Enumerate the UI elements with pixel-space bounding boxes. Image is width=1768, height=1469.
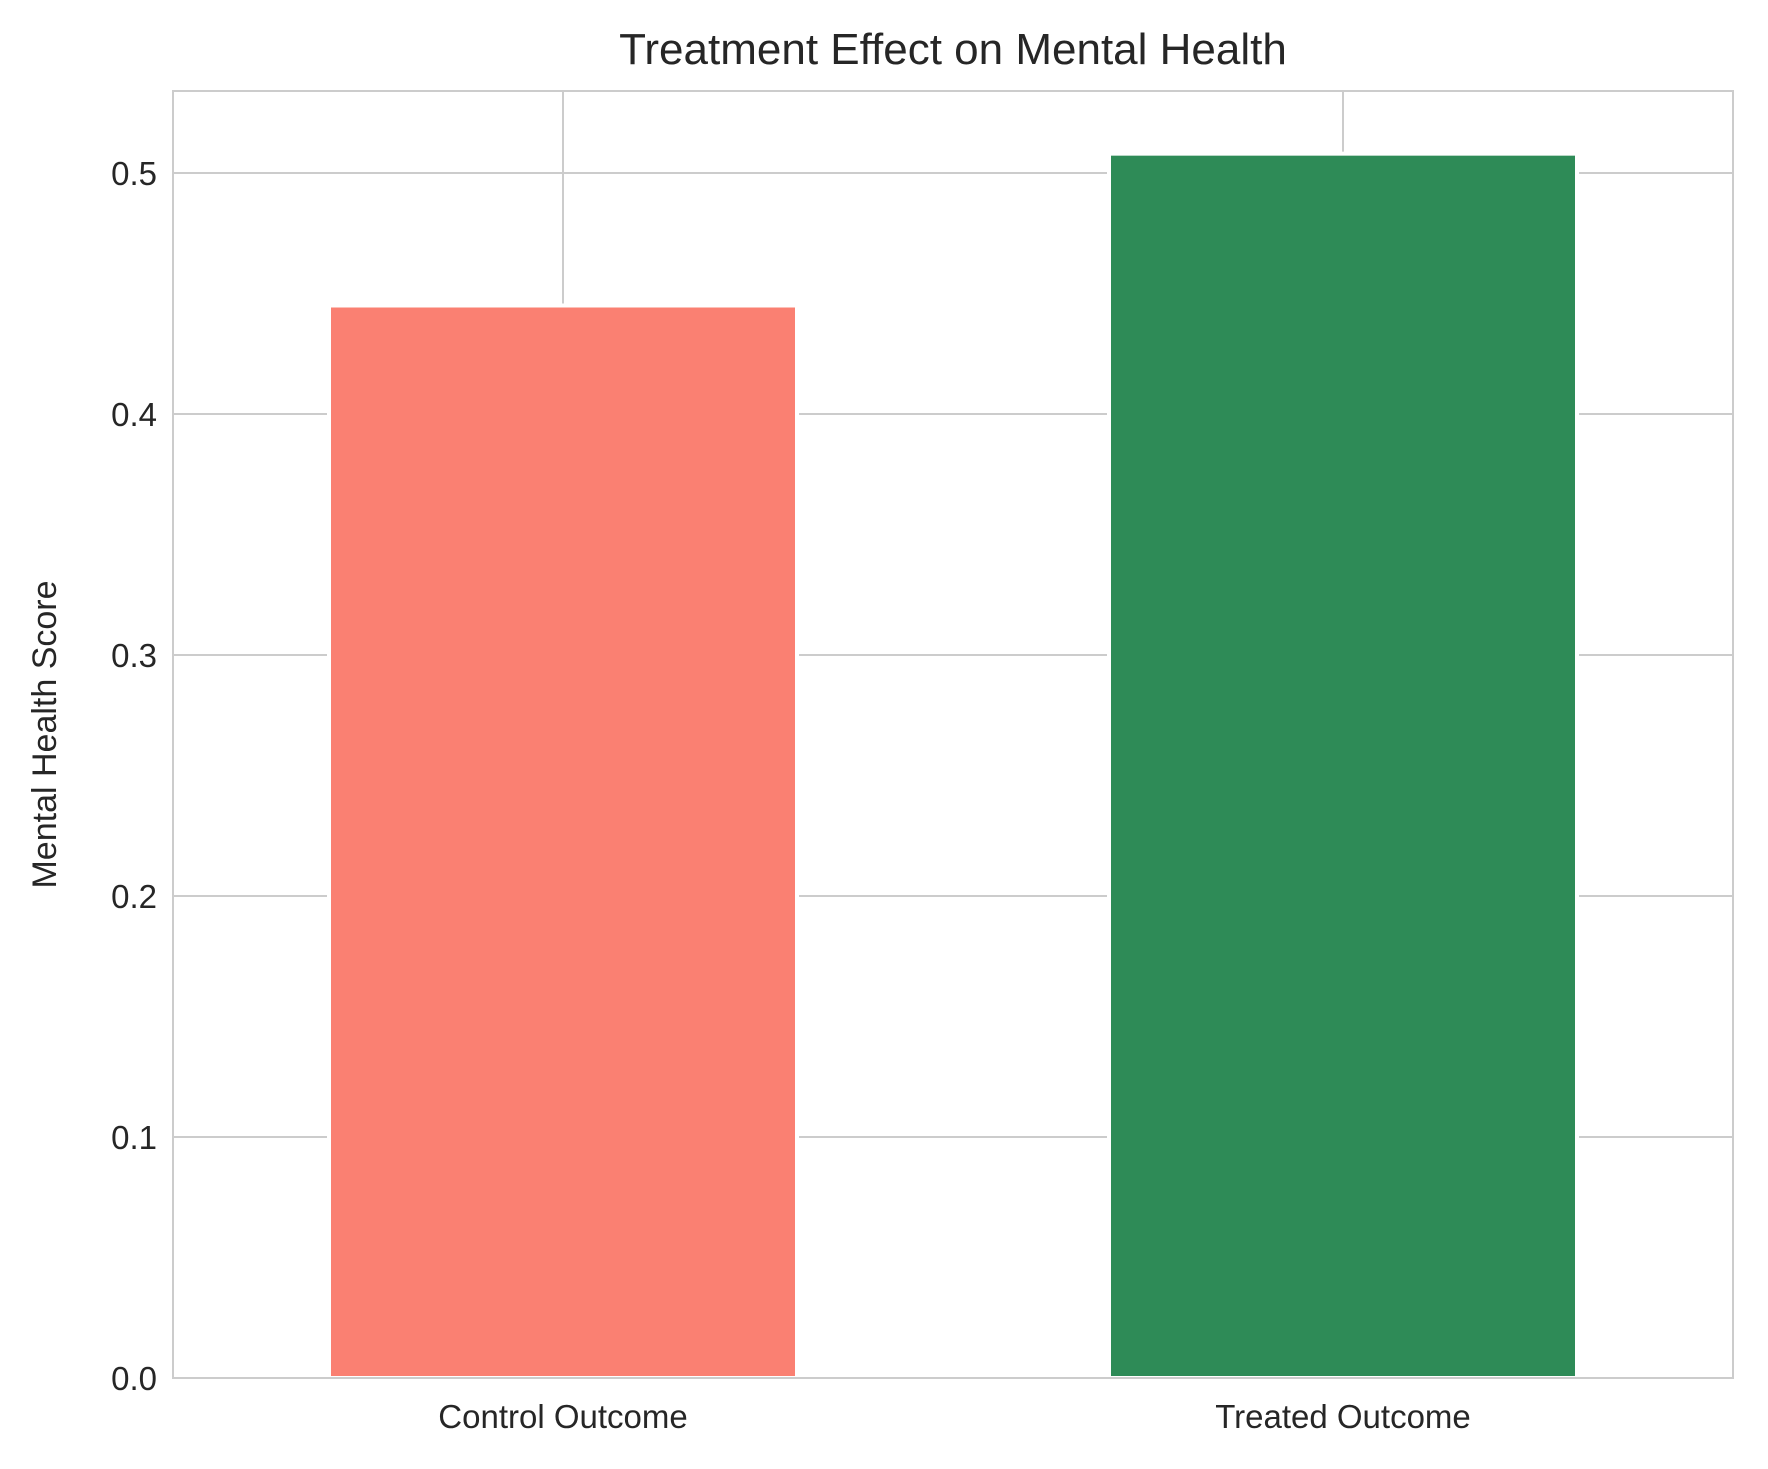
y-tick-label: 0.1 xyxy=(111,1119,157,1156)
x-tick-labels: Control Outcome Treated Outcome xyxy=(438,1398,1471,1435)
y-tick-labels: 0.0 0.1 0.2 0.3 0.4 0.5 xyxy=(111,155,157,1397)
bar-control-outcome xyxy=(327,303,799,1380)
y-tick-label: 0.3 xyxy=(111,637,157,674)
x-tick-label: Control Outcome xyxy=(438,1398,687,1435)
y-tick-label: 0.2 xyxy=(111,878,157,915)
y-axis-label: Mental Health Score xyxy=(26,580,64,888)
chart-title: Treatment Effect on Mental Health xyxy=(619,25,1287,74)
x-tick-label: Treated Outcome xyxy=(1215,1398,1471,1435)
plot-frame xyxy=(172,90,1734,1379)
y-tick-label: 0.5 xyxy=(111,155,157,192)
bar-treated-outcome xyxy=(1107,151,1579,1380)
bars-layer xyxy=(327,151,1579,1380)
y-tick-label: 0.4 xyxy=(111,396,157,433)
y-tick-label: 0.0 xyxy=(111,1360,157,1397)
